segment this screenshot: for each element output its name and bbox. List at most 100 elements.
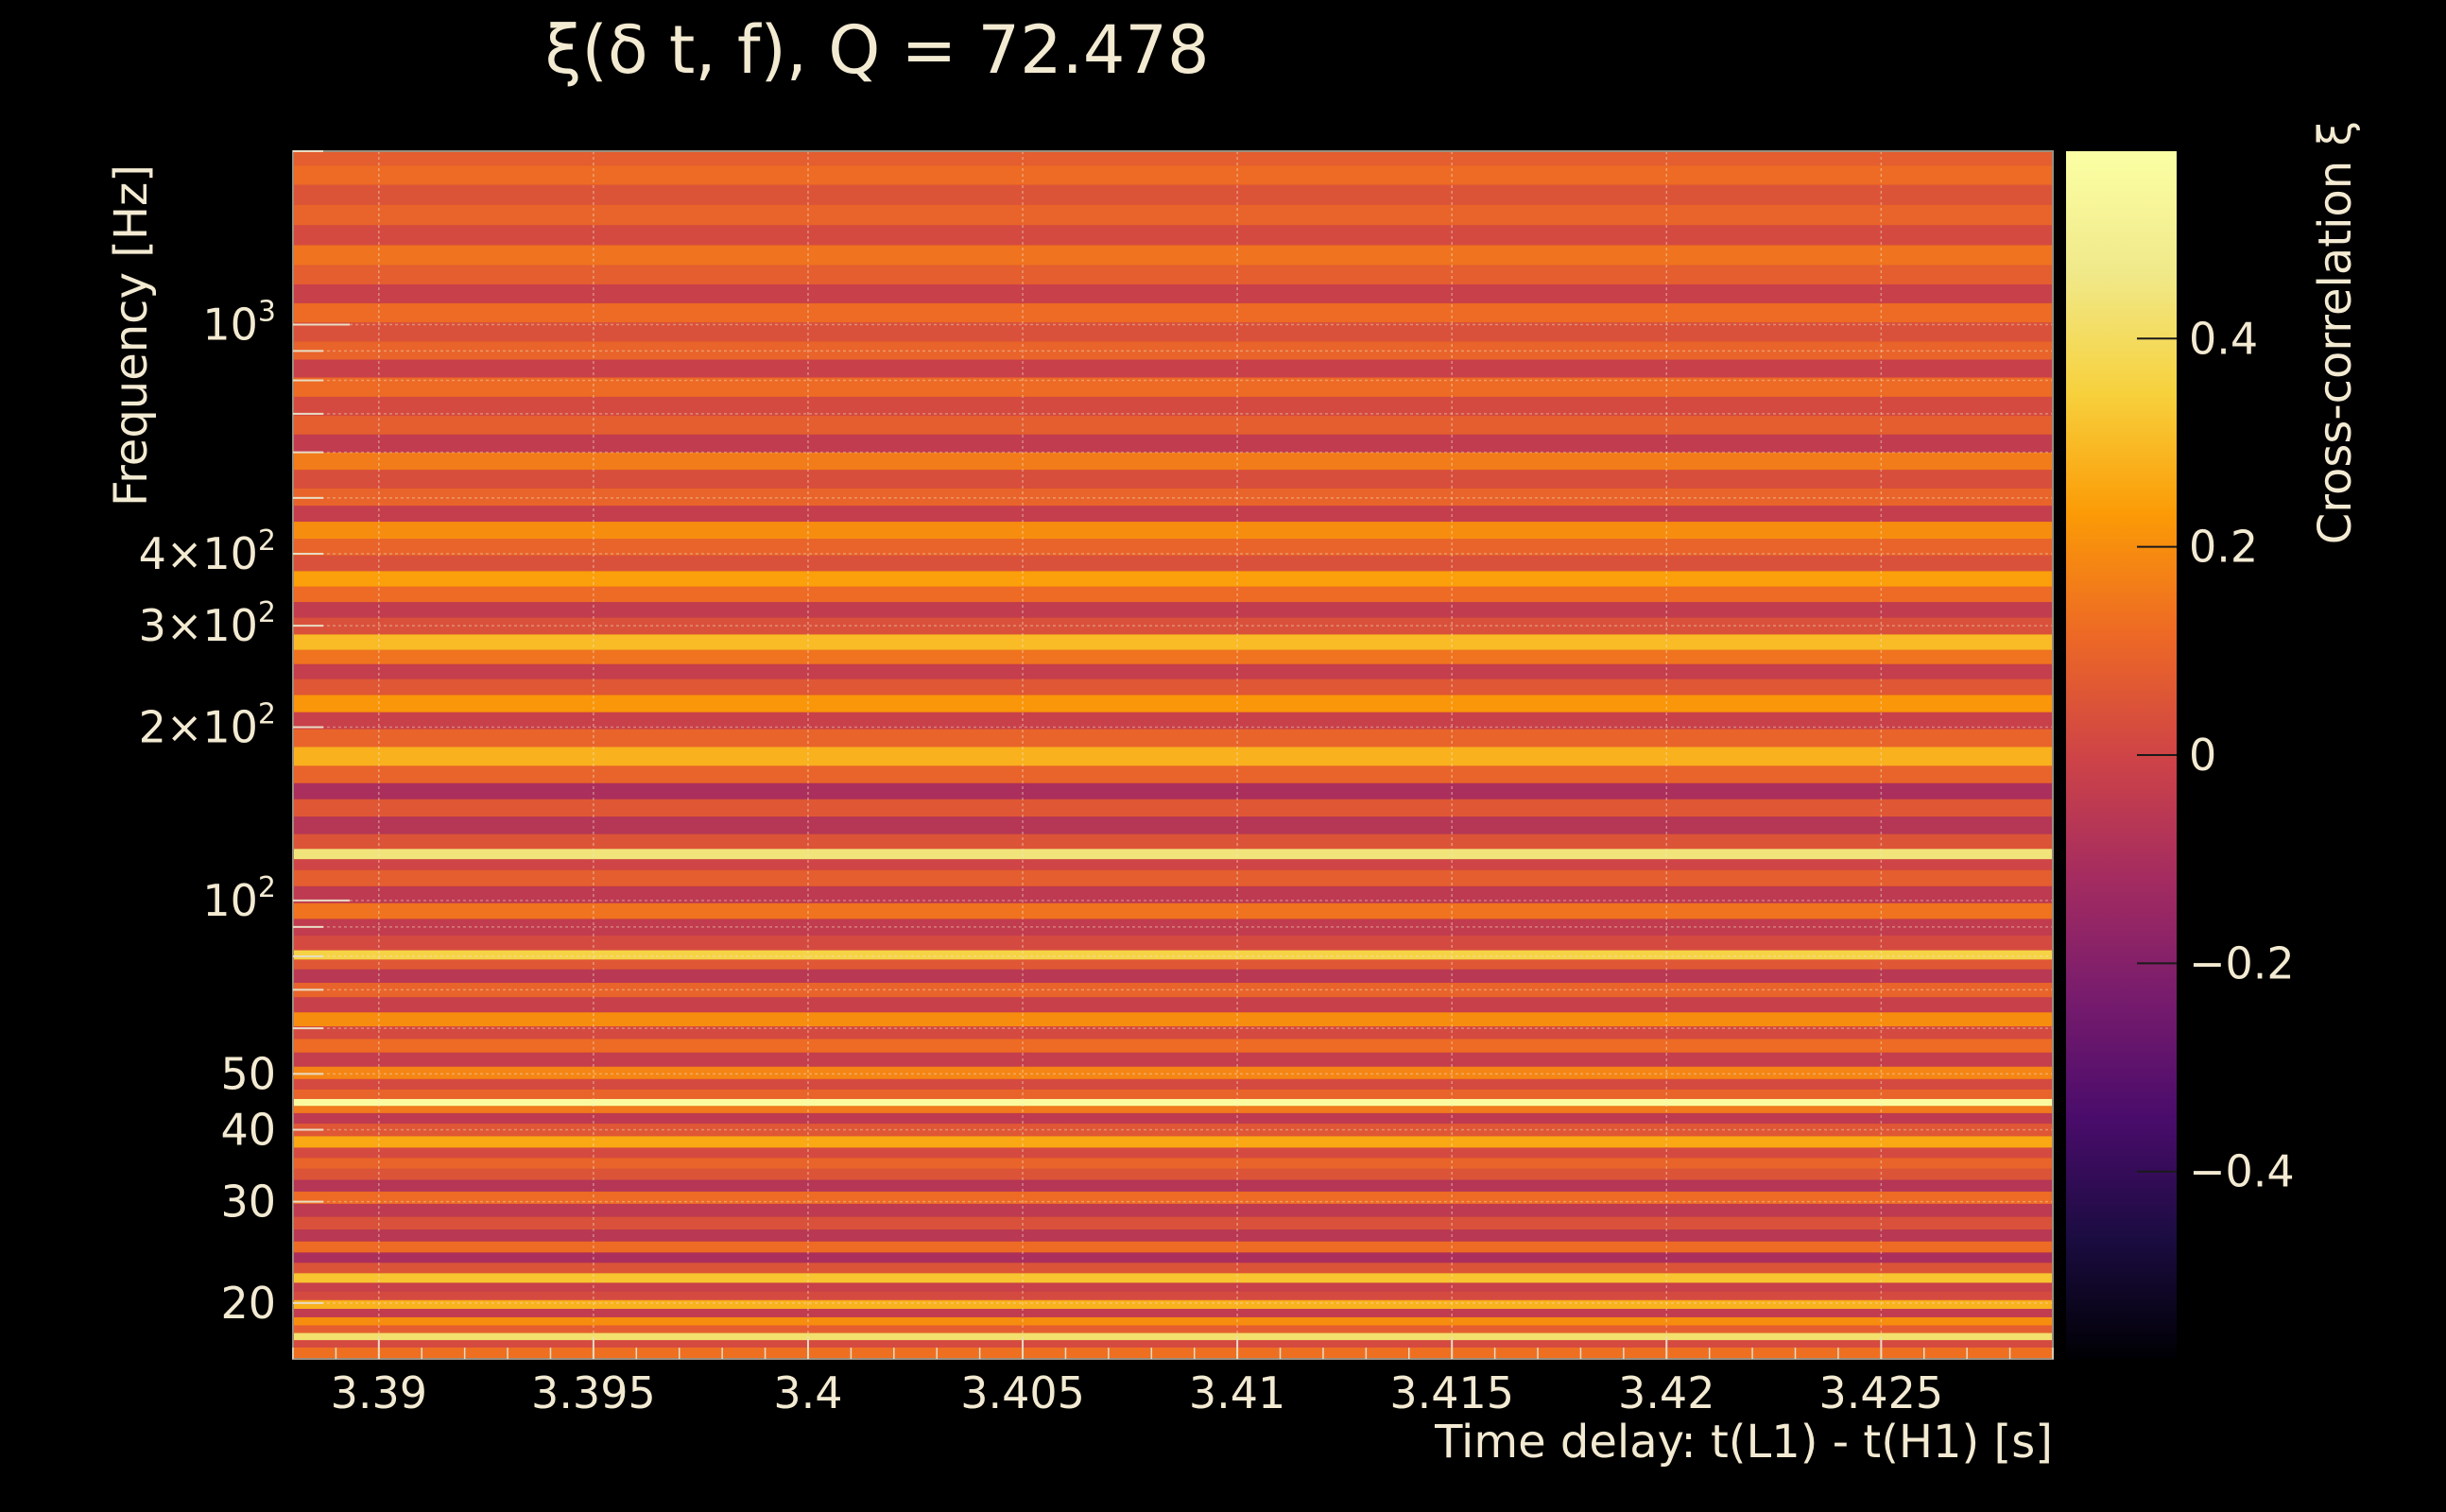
y-tick-label: 30: [220, 1177, 276, 1228]
x-tick-label: 3.425: [1818, 1367, 1943, 1418]
heatmap-band: [293, 1191, 2053, 1204]
y-tick-label: 103: [202, 295, 276, 350]
heatmap-band: [293, 204, 2053, 226]
heatmap-band: [293, 634, 2053, 650]
heatmap-band: [293, 1039, 2053, 1053]
heatmap-band: [293, 935, 2053, 951]
heatmap-band: [293, 265, 2053, 284]
heatmap-band: [293, 959, 2053, 970]
y-axis-label: Frequency [Hz]: [105, 164, 158, 507]
heatmap-band: [293, 1158, 2053, 1169]
heatmap-band: [293, 586, 2053, 603]
heatmap-band: [293, 1291, 2053, 1300]
heatmap-band: [293, 1340, 2053, 1348]
heatmap-band: [293, 434, 2053, 453]
colorbar-tick-label: 0.4: [2189, 313, 2258, 364]
y-tick-label: 50: [220, 1048, 276, 1099]
heatmap-band: [293, 902, 2053, 919]
heatmap-band: [293, 470, 2053, 489]
grid-lines: [293, 150, 2053, 1359]
x-tick-label: 3.41: [1189, 1367, 1285, 1418]
heatmap-band: [293, 1136, 2053, 1148]
y-tick-label: 102: [202, 871, 276, 926]
heatmap-band: [293, 765, 2053, 783]
heatmap-band: [293, 1066, 2053, 1079]
x-tick-label: 3.4: [773, 1367, 842, 1418]
heatmap-band: [293, 816, 2053, 834]
heatmap-band: [293, 1252, 2053, 1263]
x-tick-label: 3.42: [1618, 1367, 1714, 1418]
colorbar-ticks: 0.4 0.2 0 −0.2 −0.4: [2137, 313, 2295, 1197]
heatmap-band: [293, 799, 2053, 817]
heatmap-band: [293, 341, 2053, 360]
heatmap-band: [293, 919, 2053, 936]
heatmap-band: [293, 1299, 2053, 1310]
heatmap-band: [293, 1282, 2053, 1292]
heatmap-band: [293, 712, 2053, 730]
heatmap-band: [293, 184, 2053, 205]
heatmap-band: [293, 151, 2053, 166]
heatmap-band: [293, 1179, 2053, 1192]
heatmap-band: [293, 982, 2053, 998]
heatmap-band: [293, 488, 2053, 507]
heatmap-band: [293, 1241, 2053, 1253]
heatmap-band: [293, 396, 2053, 416]
x-tick-label: 3.415: [1389, 1367, 1514, 1418]
heatmap-band: [293, 522, 2053, 540]
x-tick-label: 3.405: [960, 1367, 1085, 1418]
heatmap-band: [293, 1203, 2053, 1217]
heatmap-band: [293, 1325, 2053, 1333]
heatmap-band: [293, 859, 2053, 870]
heatmap-band: [293, 729, 2053, 747]
x-tick-label: 3.39: [331, 1367, 427, 1418]
heatmap-rows: [293, 151, 2053, 1359]
heatmap-band: [293, 1309, 2053, 1317]
heatmap-band: [293, 1012, 2053, 1027]
heatmap-band: [293, 302, 2053, 323]
heatmap-band: [293, 885, 2053, 903]
colorbar-label: Cross-correlation ξ: [2309, 121, 2362, 544]
heatmap-band: [293, 1112, 2053, 1125]
heatmap-band: [293, 1124, 2053, 1137]
x-axis-label: Time delay: t(L1) - t(H1) [s]: [1434, 1416, 2053, 1469]
heatmap-band: [293, 225, 2053, 246]
heatmap-band: [293, 969, 2053, 983]
heatmap-band: [293, 555, 2053, 572]
heatmap-band: [293, 1316, 2053, 1326]
chart-title: ξ(δ t, f), Q = 72.478: [544, 11, 1209, 89]
y-tick-label: 4×102: [139, 524, 276, 579]
heatmap-band: [293, 747, 2053, 766]
heatmap-band: [293, 1026, 2053, 1040]
heatmap-band: [293, 1229, 2053, 1242]
colorbar-tick-label: 0: [2189, 730, 2216, 781]
heatmap-band: [293, 377, 2053, 397]
y-tick-label: 40: [220, 1104, 276, 1155]
heatmap-band: [293, 359, 2053, 378]
heatmap-band: [293, 1147, 2053, 1159]
colorbar-tick-label: 0.2: [2189, 522, 2258, 573]
x-tick-label: 3.395: [531, 1367, 656, 1418]
heatmap-band: [293, 833, 2053, 850]
heatmap-band: [293, 322, 2053, 342]
heatmap-band: [293, 506, 2053, 523]
heatmap-band: [293, 1263, 2053, 1274]
heatmap-band: [293, 1098, 2053, 1107]
heatmap-band: [293, 849, 2053, 860]
heatmap-band: [293, 1347, 2053, 1359]
heatmap-band: [293, 165, 2053, 185]
heatmap-band: [293, 869, 2053, 886]
heatmap-band: [293, 950, 2053, 960]
heatmap-band: [293, 695, 2053, 713]
heatmap-band: [293, 1052, 2053, 1067]
y-tick-label: 2×102: [139, 697, 276, 752]
heatmap-band: [293, 782, 2053, 799]
x-axis-ticks: 3.39 3.395 3.4 3.405 3.41 3.415 3.42 3.425: [292, 1338, 2054, 1418]
heatmap-band: [293, 452, 2053, 471]
heatmap-band: [293, 649, 2053, 664]
heatmap-band: [293, 663, 2053, 679]
colorbar-tick-label: −0.4: [2189, 1146, 2295, 1197]
heatmap-band: [293, 1078, 2053, 1090]
heatmap-band: [293, 1168, 2053, 1180]
